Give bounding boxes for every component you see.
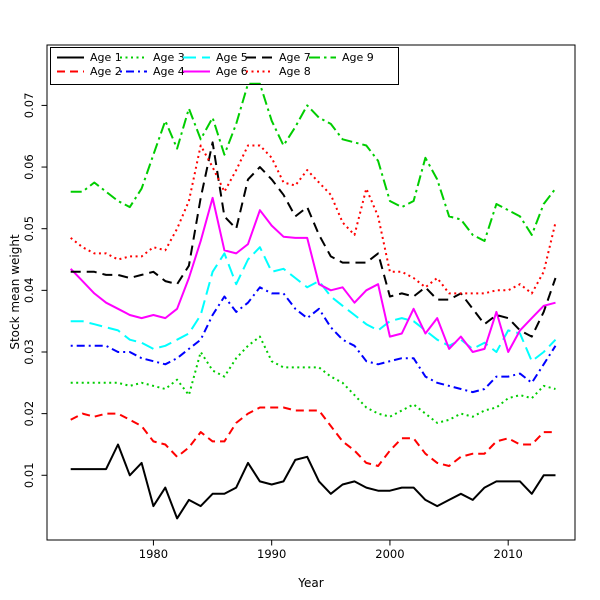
series-line-age-8	[70, 144, 557, 295]
series-line-age-1	[70, 443, 556, 520]
series-line-age-9	[70, 82, 557, 242]
y-tick-label-0.06: 0.06	[22, 154, 36, 180]
legend-item-age-4: Age 4	[120, 65, 185, 78]
x-tick-label-1990: 1990	[257, 547, 286, 561]
y-tick-label-0.02: 0.02	[22, 401, 36, 427]
legend-item-age-3: Age 3	[120, 51, 185, 64]
legend-label-age-7: Age 7	[279, 51, 311, 64]
legend-item-age-9: Age 9	[309, 51, 374, 64]
x-tick-label-2000: 2000	[375, 547, 404, 561]
y-axis-title: Stock mean weight	[8, 234, 22, 350]
legend-item-age-1: Age 1	[57, 51, 122, 64]
y-tick-label-0.05: 0.05	[22, 216, 36, 242]
legend-box	[50, 47, 399, 85]
plot-border	[46, 44, 576, 541]
series-line-age-7	[70, 141, 557, 338]
legend-label-age-6: Age 6	[216, 65, 248, 78]
y-tick-label-0.04: 0.04	[22, 278, 36, 304]
x-tick-label-1980: 1980	[139, 547, 168, 561]
series-line-age-5	[70, 246, 557, 363]
legend-label-age-5: Age 5	[216, 51, 248, 64]
legend-item-age-7: Age 7	[246, 51, 311, 64]
legend-label-age-9: Age 9	[342, 51, 374, 64]
x-tick-label-2010: 2010	[494, 547, 523, 561]
legend-label-age-1: Age 1	[90, 51, 122, 64]
legend-label-age-4: Age 4	[153, 65, 185, 78]
series-line-age-6	[69, 196, 556, 353]
y-tick-label-0.03: 0.03	[22, 339, 36, 365]
series-line-age-2	[70, 406, 556, 467]
legend-item-age-2: Age 2	[57, 65, 122, 78]
legend-label-age-2: Age 2	[90, 65, 122, 78]
legend-item-age-5: Age 5	[183, 51, 248, 64]
legend-label-age-3: Age 3	[153, 51, 185, 64]
y-tick-label-0.01: 0.01	[22, 462, 36, 488]
legend-item-age-8: Age 8	[246, 65, 311, 78]
x-axis-title: Year	[298, 576, 324, 590]
legend-label-age-8: Age 8	[279, 65, 311, 78]
legend-item-age-6: Age 6	[183, 65, 248, 78]
y-tick-label-0.07: 0.07	[22, 93, 36, 119]
series-line-age-4	[70, 286, 557, 394]
